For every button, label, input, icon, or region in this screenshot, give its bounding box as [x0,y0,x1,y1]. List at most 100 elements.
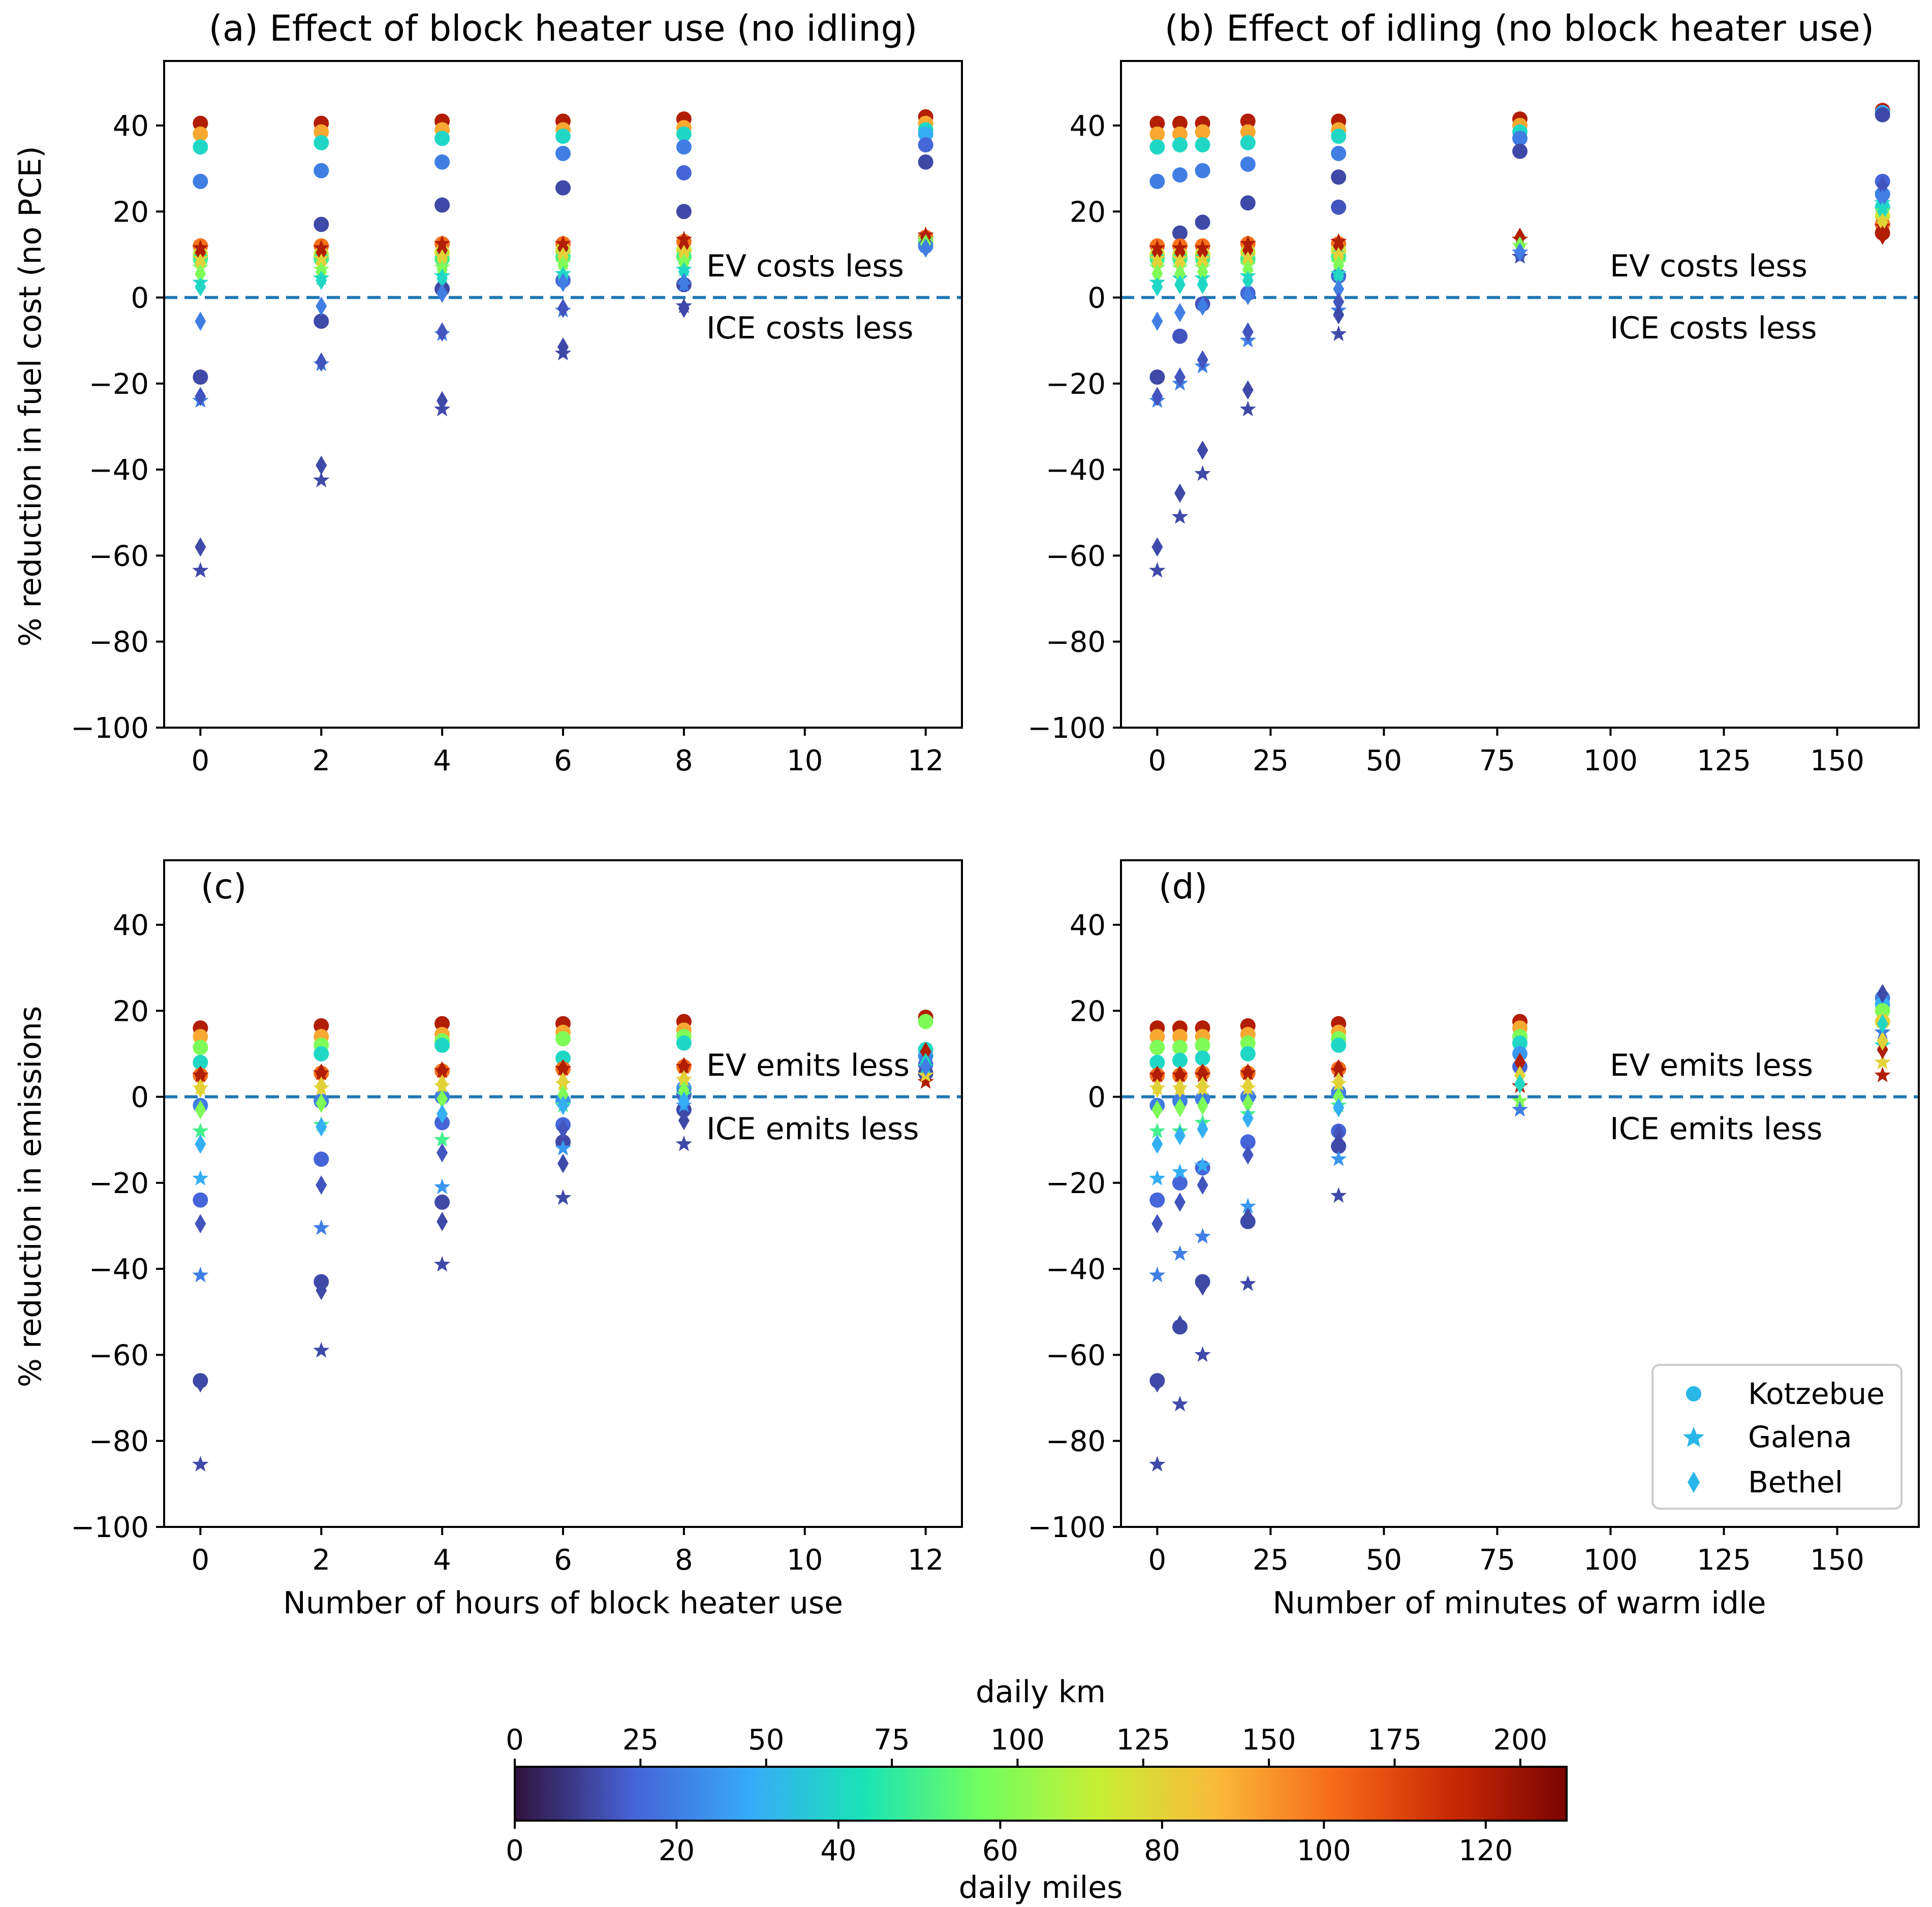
data-point-bethel [195,1134,206,1154]
data-point-galena [1171,1163,1189,1179]
x-tick-label: 0 [1148,1544,1167,1577]
panel-d-upper-annotation: EV emits less [1610,1048,1813,1083]
colorbar-top-tick-label: 125 [1116,1724,1170,1757]
data-point-bethel [1197,1096,1208,1115]
colorbar-bottom-ticks: 0 20 40 60 80 100 120 [506,1821,1513,1867]
data-point-bethel [1242,260,1254,279]
data-point-bethel [1174,483,1186,503]
x-tick-label: 4 [433,744,451,777]
data-point-galena [1149,1122,1166,1138]
data-point-bethel [316,270,327,290]
x-tick-label: 150 [1810,1544,1864,1577]
data-point-kotzebue [1149,1192,1165,1208]
data-point-bethel [316,1093,327,1113]
legend-star-marker [1683,1427,1704,1447]
data-point-bethel [1151,242,1163,262]
data-point-bethel [1242,1093,1254,1113]
y-tick-label: 20 [1070,995,1106,1028]
legend-item-galena: Galena [1683,1420,1852,1454]
data-point-galena [1511,1092,1529,1108]
data-point-bethel [437,1074,448,1094]
data-point-kotzebue [1512,143,1528,159]
data-point-galena [1874,1067,1891,1082]
data-point-bethel [437,1104,448,1124]
data-point-bethel [1877,189,1888,208]
y-tick-label: 0 [131,1081,149,1114]
y-tick-label: 20 [1070,196,1106,229]
x-tick-label: 4 [433,1544,451,1577]
y-tick-label: −20 [1046,368,1106,401]
data-point-kotzebue [1172,115,1188,131]
data-point-bethel [1197,1119,1208,1139]
data-point-kotzebue [1149,1054,1165,1070]
data-point-kotzebue [1240,135,1256,150]
data-point-kotzebue [918,154,933,170]
panel-d-xlabel: Number of minutes of warm idle [1272,1585,1766,1621]
data-point-bethel [1197,262,1208,282]
panel-a-ticks: 0 2 4 6 8 10 12 −100 −80 −60 −40 −20 0 20 40 [71,110,944,777]
data-point-bethel [437,1089,448,1109]
data-point-bethel [1877,1031,1888,1051]
x-tick-label: 6 [554,1544,572,1577]
data-point-bethel [1333,1059,1345,1079]
data-point-bethel [1174,1315,1186,1335]
data-point-bethel [1197,275,1208,295]
panel-b-upper-annotation: EV costs less [1610,248,1808,284]
legend: Kotzebue Galena Bethel [1651,1364,1903,1510]
x-tick-label: 50 [1366,744,1402,777]
data-point-galena [192,1456,209,1472]
data-point-bethel [437,249,448,269]
data-point-bethel [1877,225,1888,245]
data-point-kotzebue [1172,328,1188,344]
data-point-bethel [557,1096,569,1115]
data-point-kotzebue [1149,174,1165,190]
data-point-bethel [195,537,206,557]
colorbar-top-tick-label: 75 [874,1724,910,1757]
data-point-bethel [1333,305,1345,325]
y-tick-label: −100 [1027,1511,1106,1544]
data-point-bethel [1333,279,1345,299]
y-tick-label: −60 [1046,1339,1106,1372]
data-point-galena [434,1131,451,1147]
panel-d: (d) Number of minutes of warm idle 0 25 50… [1027,859,1920,1621]
data-point-kotzebue [1195,1037,1210,1053]
data-point-kotzebue [1875,107,1890,122]
panel-a: (a) Effect of block heater use (no idlin… [13,8,963,777]
data-point-galena [1194,1157,1211,1173]
data-point-bethel [678,1091,690,1111]
colorbar-top-tick-label: 200 [1493,1724,1547,1757]
y-tick-label: −80 [1046,626,1106,659]
panel-c-lower-annotation: ICE emits less [706,1111,919,1147]
x-tick-label: 2 [312,1544,330,1577]
y-tick-label: −40 [1046,454,1106,487]
colorbar-bottom-tick-label: 40 [820,1834,856,1867]
x-tick-label: 10 [787,1544,823,1577]
data-point-galena [192,1170,209,1186]
colorbar-bottom-tick-label: 100 [1297,1834,1351,1867]
x-tick-label: 8 [675,744,693,777]
data-point-kotzebue [1195,214,1210,230]
data-point-kotzebue [1240,157,1256,172]
x-tick-label: 12 [908,1544,944,1577]
x-tick-label: 25 [1253,1544,1289,1577]
panel-c-ticks: 0 2 4 6 8 10 12 −100 −80 −60 −40 −20 0 20 40 [71,909,944,1577]
data-point-kotzebue [555,180,571,196]
data-point-bethel [1174,275,1186,295]
y-tick-label: −20 [89,368,149,401]
data-point-bethel [1151,264,1163,284]
data-point-bethel [316,352,327,372]
y-tick-label: 40 [1070,909,1106,942]
data-point-kotzebue [1195,163,1210,178]
data-point-bethel [1174,253,1186,273]
x-tick-label: 150 [1810,744,1864,777]
data-point-bethel [1242,286,1254,305]
data-point-bethel [678,1057,690,1077]
y-tick-label: −100 [71,712,149,745]
y-tick-label: −80 [1046,1425,1106,1458]
data-point-galena [1330,1150,1347,1166]
data-point-kotzebue [676,165,692,181]
colorbar-bottom-tick-label: 60 [982,1834,1018,1867]
panel-a-frame [163,60,963,729]
data-point-bethel [1151,1100,1163,1119]
data-point-kotzebue [1149,1040,1165,1055]
